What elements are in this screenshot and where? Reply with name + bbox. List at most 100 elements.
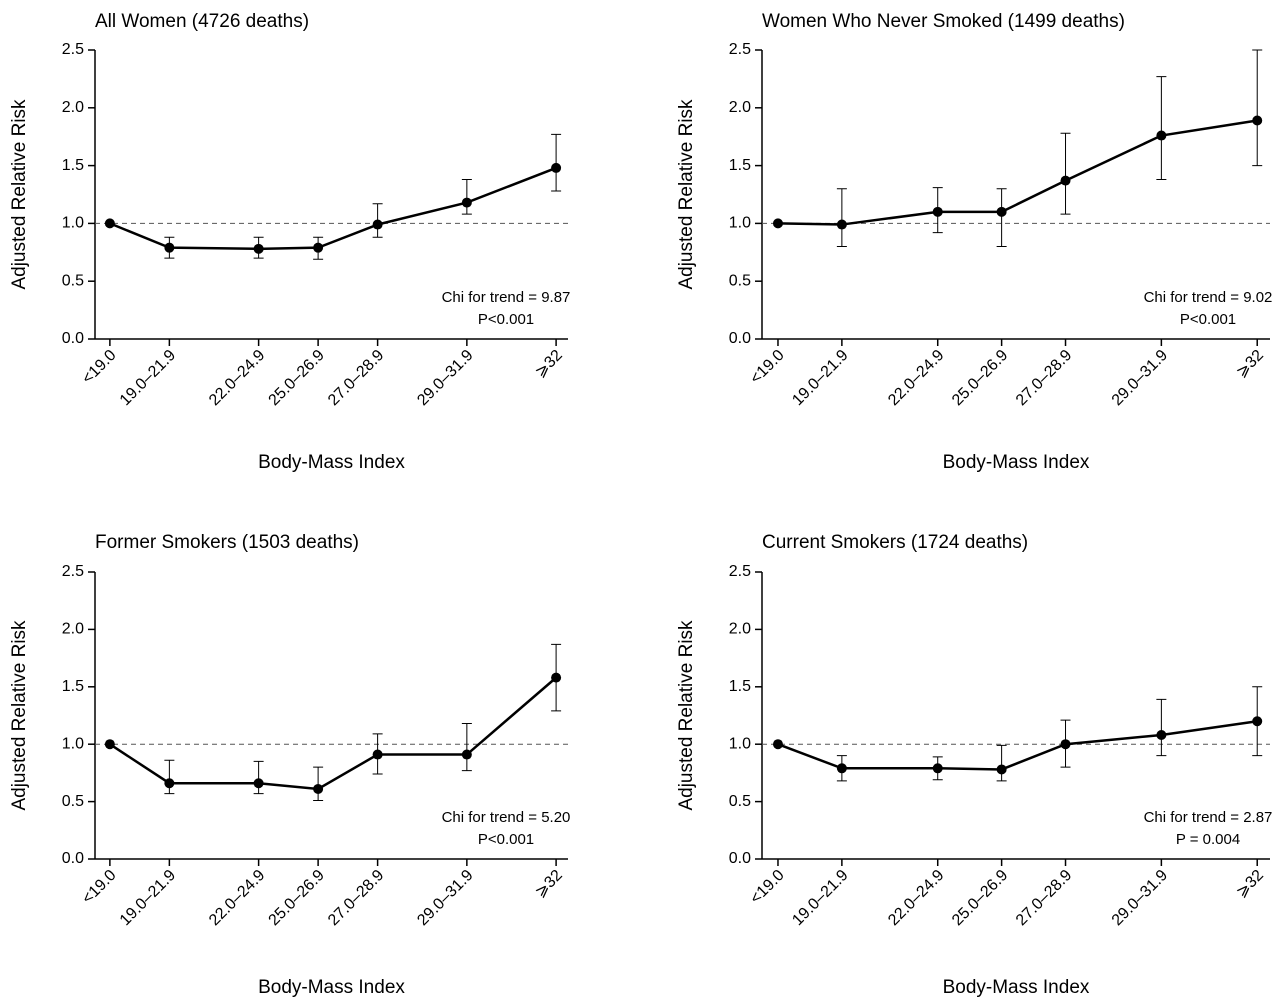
x-tick-label: 29.0–31.9 (414, 347, 476, 409)
x-tick-label: 25.0–26.9 (266, 347, 328, 409)
panel-title: Former Smokers (1503 deaths) (95, 532, 359, 553)
data-point (372, 219, 383, 230)
x-tick-label: 25.0–26.9 (949, 347, 1011, 409)
data-point (164, 778, 175, 789)
x-tick-label: 19.0–21.9 (789, 867, 851, 929)
annotation: P<0.001 (1180, 311, 1236, 328)
x-tick-label: ⩾32 (1233, 867, 1267, 901)
data-point (313, 242, 324, 253)
x-tick-label: 27.0–28.9 (325, 867, 387, 929)
x-tick-label: 29.0–31.9 (1109, 347, 1171, 409)
y-tick-label: 1.0 (729, 215, 751, 232)
data-point (253, 243, 264, 254)
data-point (551, 162, 562, 173)
x-tick-label: 19.0–21.9 (117, 867, 179, 929)
data-point (836, 219, 847, 230)
y-tick-label: 0.5 (62, 793, 84, 810)
annotation: P<0.001 (478, 831, 534, 848)
data-point (996, 206, 1007, 217)
data-line (109, 166, 557, 251)
x-tick-label: 27.0–28.9 (325, 347, 387, 409)
error-bar (996, 744, 1007, 782)
y-tick-label: 1.0 (729, 735, 751, 752)
data-point (1252, 115, 1263, 126)
x-tick-label: 22.0–24.9 (885, 867, 947, 929)
x-tick-label: ⩾32 (532, 867, 566, 901)
error-bar (1156, 76, 1167, 180)
x-tick-label: ⩾32 (1233, 347, 1267, 381)
data-point (1060, 739, 1071, 750)
x-axis-label: Body-Mass Index (943, 977, 1090, 998)
x-tick-label: <19.0 (747, 867, 788, 908)
x-tick-label: 27.0–28.9 (1013, 347, 1075, 409)
error-bar (164, 759, 175, 795)
data-point (996, 764, 1007, 775)
annotation: P = 0.004 (1176, 831, 1240, 848)
data-line (777, 720, 1258, 771)
data-point (372, 749, 383, 760)
data-point (461, 749, 472, 760)
data-point (1156, 730, 1167, 741)
data-line (777, 119, 1258, 226)
y-tick-label: 0.0 (62, 850, 84, 867)
data-point (1156, 130, 1167, 141)
x-tick-label: 19.0–21.9 (117, 347, 179, 409)
y-tick-label: 2.0 (62, 99, 84, 116)
data-point (104, 218, 115, 229)
x-tick-label: <19.0 (79, 867, 120, 908)
y-axis-label: Adjusted Relative Risk (9, 99, 30, 290)
panel-title: All Women (4726 deaths) (95, 11, 309, 32)
data-point (461, 197, 472, 208)
y-tick-label: 2.5 (729, 563, 751, 580)
x-tick-label: 29.0–31.9 (414, 867, 476, 929)
x-tick-label: 22.0–24.9 (206, 347, 268, 409)
x-tick-label: 22.0–24.9 (206, 867, 268, 929)
error-bar (1060, 132, 1071, 215)
error-bar (996, 188, 1007, 248)
data-point (313, 783, 324, 794)
y-axis-label: Adjusted Relative Risk (676, 99, 697, 290)
panel-title: Women Who Never Smoked (1499 deaths) (762, 11, 1125, 32)
data-point (551, 672, 562, 683)
y-axis-label: Adjusted Relative Risk (676, 620, 697, 811)
error-bar (253, 760, 264, 795)
y-tick-label: 1.5 (62, 157, 84, 174)
data-point (836, 763, 847, 774)
y-tick-label: 0.0 (729, 850, 751, 867)
y-tick-label: 1.5 (729, 678, 751, 695)
x-tick-label: 22.0–24.9 (885, 347, 947, 409)
y-tick-label: 0.0 (62, 330, 84, 347)
y-tick-label: 0.5 (729, 793, 751, 810)
y-tick-label: 2.5 (62, 41, 84, 58)
x-tick-label: <19.0 (747, 347, 788, 388)
y-tick-label: 2.0 (62, 621, 84, 638)
data-point (772, 739, 783, 750)
y-tick-label: 0.5 (62, 272, 84, 289)
annotation: Chi for trend = 2.87 (1144, 809, 1273, 826)
data-point (253, 778, 264, 789)
x-axis-label: Body-Mass Index (943, 452, 1090, 473)
y-tick-label: 1.5 (729, 157, 751, 174)
x-tick-label: 25.0–26.9 (266, 867, 328, 929)
error-bar (461, 178, 472, 215)
data-point (1252, 716, 1263, 727)
data-point (932, 763, 943, 774)
y-tick-label: 1.0 (62, 215, 84, 232)
error-bar (313, 766, 324, 801)
annotation: Chi for trend = 9.02 (1144, 289, 1273, 306)
error-bar (551, 133, 562, 192)
y-tick-label: 0.5 (729, 272, 751, 289)
data-point (164, 242, 175, 253)
data-point (104, 739, 115, 750)
data-point (772, 218, 783, 229)
x-tick-label: 27.0–28.9 (1013, 867, 1075, 929)
x-tick-label: ⩾32 (532, 347, 566, 381)
x-tick-label: <19.0 (79, 347, 120, 388)
x-tick-label: 19.0–21.9 (789, 347, 851, 409)
error-bar (836, 188, 847, 248)
y-tick-label: 0.0 (729, 330, 751, 347)
x-axis-label: Body-Mass Index (258, 977, 405, 998)
y-tick-label: 1.0 (62, 735, 84, 752)
x-axis-label: Body-Mass Index (258, 452, 405, 473)
